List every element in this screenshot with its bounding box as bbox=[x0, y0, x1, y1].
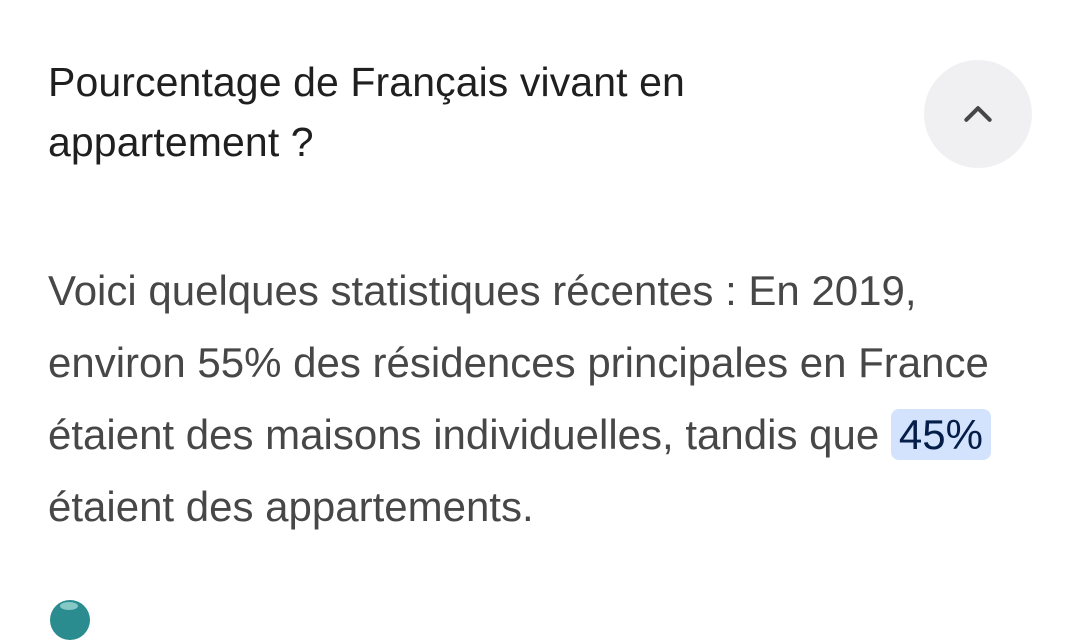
chevron-up-icon bbox=[964, 106, 992, 122]
source-avatar bbox=[50, 600, 90, 640]
faq-answer: Voici quelques statistiques récentes : E… bbox=[48, 255, 1048, 543]
collapse-button[interactable] bbox=[924, 60, 1032, 168]
faq-answer-text-end: étaient des appartements. bbox=[48, 483, 534, 530]
faq-question-line-2: appartement ? bbox=[48, 119, 314, 165]
faq-answer-text: Voici quelques statistiques récentes : E… bbox=[48, 267, 989, 458]
faq-question: Pourcentage de Français vivant en appart… bbox=[48, 52, 888, 172]
faq-question-line-1: Pourcentage de Français vivant en bbox=[48, 59, 685, 105]
faq-question-header[interactable]: Pourcentage de Français vivant en appart… bbox=[48, 52, 888, 172]
highlighted-percentage: 45% bbox=[890, 409, 991, 460]
